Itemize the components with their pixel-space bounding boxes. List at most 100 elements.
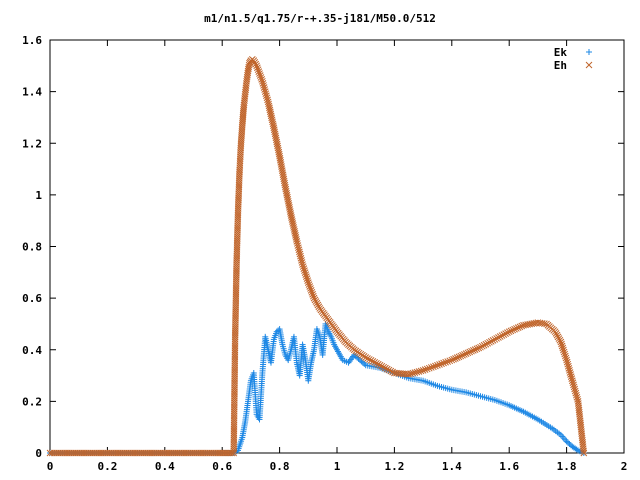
y-tick-label: 0.4 <box>22 344 42 357</box>
data-point <box>502 330 509 337</box>
data-point <box>434 361 441 369</box>
data-point <box>269 118 276 126</box>
x-tick-label: 0 <box>47 460 54 473</box>
data-point <box>564 362 572 370</box>
data-point <box>567 373 575 380</box>
data-point <box>275 148 283 156</box>
data-point <box>484 339 492 347</box>
data-point <box>385 366 393 374</box>
data-point <box>480 341 488 349</box>
data-point <box>310 294 318 302</box>
data-point <box>262 90 270 98</box>
data-point <box>259 77 266 85</box>
x-tick-label: 0.4 <box>155 460 175 473</box>
data-point <box>306 283 314 290</box>
data-point <box>297 252 304 260</box>
data-point <box>570 383 578 391</box>
data-point <box>315 303 323 311</box>
data-point <box>457 352 465 360</box>
data-point <box>570 381 577 389</box>
legend-marker-icon <box>585 61 593 69</box>
data-point <box>566 440 573 447</box>
data-point <box>419 367 427 374</box>
data-point <box>461 351 468 358</box>
data-point <box>411 369 419 376</box>
data-point <box>556 336 564 344</box>
data-point <box>265 100 272 108</box>
data-point <box>300 265 308 272</box>
data-point <box>565 439 572 446</box>
data-point <box>413 368 421 376</box>
data-point <box>478 342 486 350</box>
series-ek <box>47 320 587 456</box>
x-tick-label: 1.4 <box>442 460 462 473</box>
data-point <box>468 347 475 355</box>
data-point <box>282 187 290 195</box>
data-point <box>291 228 298 235</box>
data-point <box>559 344 567 352</box>
x-tick-label: 0.2 <box>97 460 117 473</box>
data-point <box>266 108 274 116</box>
data-point <box>312 298 320 305</box>
y-axis: 0 0.2 0.4 0.6 0.8 1 1.2 1.4 1.6 <box>22 34 624 460</box>
data-point <box>270 126 278 134</box>
data-point <box>263 92 270 100</box>
data-point <box>301 269 309 276</box>
data-point <box>489 337 497 344</box>
data-point <box>272 134 280 142</box>
data-point <box>251 59 259 66</box>
y-tick-label: 1.2 <box>22 137 42 150</box>
data-point <box>455 353 463 361</box>
data-point <box>487 338 495 345</box>
data-point <box>263 94 271 102</box>
data-point <box>507 327 515 335</box>
data-point <box>378 362 386 370</box>
data-point <box>541 320 548 327</box>
data-point <box>409 369 417 377</box>
data-point <box>302 271 310 278</box>
data-point <box>311 296 319 304</box>
data-point <box>562 354 570 362</box>
data-point <box>446 357 454 365</box>
data-point <box>432 362 439 370</box>
data-point <box>288 214 295 221</box>
data-point <box>417 367 425 375</box>
data-point <box>561 352 569 360</box>
data-point <box>407 370 415 378</box>
data-point <box>288 216 296 223</box>
data-point <box>264 98 272 106</box>
data-point <box>564 360 572 368</box>
data-point <box>500 331 508 338</box>
data-point <box>287 212 295 219</box>
data-point <box>260 84 268 91</box>
data-point <box>264 96 271 104</box>
data-point <box>462 350 470 357</box>
data-point <box>464 349 472 357</box>
data-point <box>473 345 481 353</box>
y-tick-label: 0 <box>35 447 42 460</box>
data-point <box>285 202 293 209</box>
data-point <box>516 323 524 331</box>
data-point <box>573 391 580 399</box>
data-point <box>486 338 493 346</box>
data-point <box>561 350 569 358</box>
data-point <box>272 136 280 144</box>
data-point <box>364 355 371 362</box>
data-point <box>273 140 281 148</box>
data-point <box>269 120 277 128</box>
data-point <box>466 348 474 356</box>
data-point <box>299 261 306 268</box>
series-eh <box>46 56 588 457</box>
data-point <box>565 364 573 372</box>
data-point <box>295 246 303 254</box>
data-point <box>283 189 290 197</box>
data-point <box>270 124 278 132</box>
x-axis: 0 0.2 0.4 0.6 0.8 1 1.2 1.4 1.6 1.8 2 <box>47 40 627 473</box>
data-point <box>553 331 561 339</box>
data-point <box>284 197 292 205</box>
x-tick-label: 1.6 <box>499 460 519 473</box>
data-point <box>281 183 289 191</box>
data-point <box>423 365 431 373</box>
